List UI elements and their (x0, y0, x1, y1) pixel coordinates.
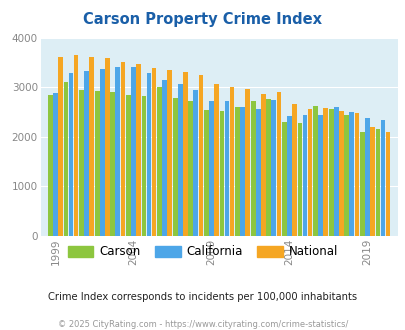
Bar (307, 109, 312, 236)
Bar (369, 127, 374, 236)
Bar (115, 67, 120, 236)
Bar (100, 69, 104, 236)
Bar (343, 115, 348, 236)
Bar (219, 111, 224, 236)
Bar (224, 101, 229, 236)
Bar (167, 70, 172, 236)
Bar (131, 67, 135, 236)
Text: Crime Index corresponds to incidents per 100,000 inhabitants: Crime Index corresponds to incidents per… (48, 292, 357, 302)
Bar (245, 89, 249, 236)
Bar (271, 100, 275, 236)
Bar (183, 72, 187, 236)
Bar (177, 84, 182, 236)
Bar (322, 108, 327, 236)
Bar (120, 62, 125, 236)
Bar (318, 115, 322, 236)
Bar (53, 93, 58, 236)
Bar (354, 113, 358, 236)
Bar (204, 110, 208, 236)
Legend: Carson, California, National: Carson, California, National (63, 241, 342, 263)
Bar (375, 129, 379, 236)
Bar (95, 91, 99, 236)
Bar (281, 122, 286, 236)
Bar (136, 64, 141, 236)
Bar (292, 104, 296, 236)
Bar (338, 111, 343, 236)
Bar (126, 95, 130, 236)
Bar (151, 68, 156, 236)
Bar (48, 95, 53, 236)
Bar (198, 75, 203, 236)
Bar (333, 107, 338, 236)
Bar (276, 92, 281, 236)
Bar (349, 112, 353, 236)
Bar (328, 109, 333, 236)
Bar (64, 82, 68, 236)
Bar (302, 115, 307, 236)
Bar (364, 118, 369, 236)
Bar (146, 73, 151, 236)
Bar (234, 107, 239, 236)
Bar (89, 57, 94, 236)
Bar (74, 55, 78, 236)
Bar (229, 87, 234, 236)
Bar (250, 101, 255, 236)
Text: © 2025 CityRating.com - https://www.cityrating.com/crime-statistics/: © 2025 CityRating.com - https://www.city… (58, 320, 347, 329)
Bar (213, 84, 218, 236)
Bar (313, 106, 317, 236)
Bar (255, 109, 260, 236)
Bar (297, 123, 302, 236)
Bar (193, 90, 198, 236)
Bar (385, 132, 390, 236)
Bar (162, 80, 166, 236)
Text: Carson Property Crime Index: Carson Property Crime Index (83, 12, 322, 26)
Bar (79, 90, 84, 236)
Bar (286, 115, 291, 236)
Bar (104, 58, 109, 236)
Bar (157, 87, 162, 236)
Bar (68, 73, 73, 236)
Bar (240, 107, 244, 236)
Bar (58, 57, 63, 236)
Bar (84, 71, 89, 236)
Bar (188, 101, 193, 236)
Bar (266, 99, 271, 236)
Bar (260, 94, 265, 236)
Bar (359, 132, 364, 236)
Bar (141, 96, 146, 236)
Bar (380, 120, 384, 236)
Bar (110, 92, 115, 236)
Bar (209, 101, 213, 236)
Bar (173, 98, 177, 236)
